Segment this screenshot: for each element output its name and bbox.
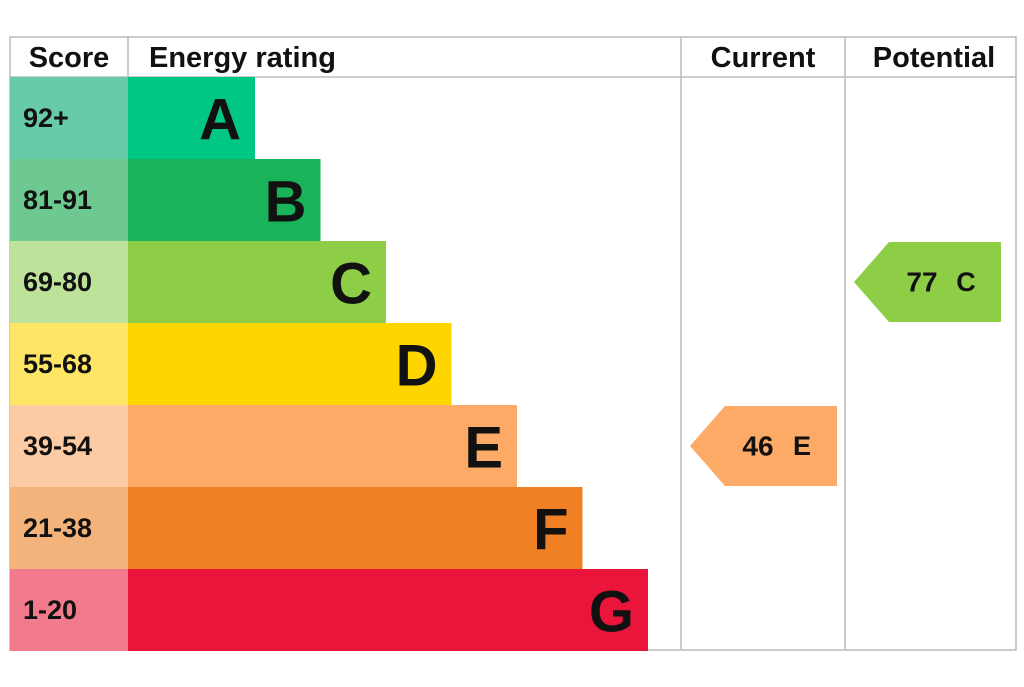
rating-bar (128, 77, 255, 159)
rating-letter: E (464, 416, 503, 481)
rating-bar (128, 569, 648, 651)
rating-letter: B (265, 170, 307, 235)
current-letter: E (793, 431, 811, 461)
score-label: 69-80 (23, 267, 92, 297)
header-current: Current (711, 42, 816, 74)
rating-bar (128, 159, 321, 241)
score-label: 81-91 (23, 185, 92, 215)
score-cell (10, 487, 128, 569)
rating-letter: F (533, 498, 568, 563)
score-label: 21-38 (23, 513, 92, 543)
header-energy-rating: Energy rating (149, 42, 336, 74)
potential-arrow (854, 242, 1001, 322)
potential-value: 77 (906, 267, 937, 298)
rating-bar (128, 405, 517, 487)
rating-letter: G (589, 580, 634, 645)
current-arrow (690, 406, 837, 486)
rating-letter: D (396, 334, 438, 399)
score-cell (10, 405, 128, 487)
rating-bar (128, 241, 386, 323)
header-score: Score (29, 42, 110, 74)
score-label: 39-54 (23, 431, 92, 461)
score-cell (10, 77, 128, 159)
score-cell (10, 159, 128, 241)
rating-bar (128, 487, 583, 569)
header-potential: Potential (873, 42, 995, 74)
score-label: 55-68 (23, 349, 92, 379)
score-label: 1-20 (23, 595, 77, 625)
potential-letter: C (956, 267, 976, 297)
rating-bar (128, 323, 452, 405)
current-value: 46 (742, 431, 773, 462)
rating-letter: C (330, 252, 372, 317)
rating-letter: A (199, 88, 241, 153)
score-label: 92+ (23, 103, 69, 133)
score-cell (10, 323, 128, 405)
score-cell (10, 241, 128, 323)
score-cell (10, 569, 128, 651)
